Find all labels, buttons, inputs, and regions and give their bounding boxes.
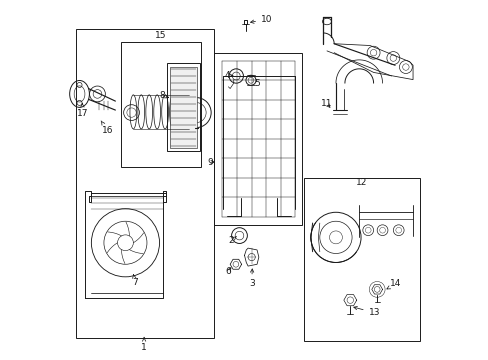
Bar [214, 53, 301, 225]
Text: 15: 15 [154, 31, 165, 40]
Text: 4: 4 [224, 71, 232, 80]
Text: 3: 3 [248, 269, 254, 288]
Bar [303, 178, 419, 341]
Bar [121, 42, 201, 167]
Text: 8: 8 [160, 91, 168, 100]
Text: 10: 10 [250, 15, 272, 24]
Bar [167, 63, 199, 151]
Text: 6: 6 [225, 267, 231, 276]
Text: 14: 14 [386, 279, 401, 289]
Text: 2: 2 [227, 237, 236, 246]
Bar [170, 67, 196, 148]
Text: 5: 5 [254, 79, 260, 88]
Text: 12: 12 [355, 178, 366, 187]
Text: 16: 16 [101, 121, 113, 135]
Bar [76, 30, 214, 338]
Text: 7: 7 [132, 275, 138, 287]
Text: 17: 17 [77, 103, 88, 118]
Text: 9: 9 [207, 158, 214, 167]
Text: 1: 1 [141, 337, 147, 352]
Text: 11: 11 [321, 99, 332, 108]
Text: 13: 13 [353, 306, 379, 317]
